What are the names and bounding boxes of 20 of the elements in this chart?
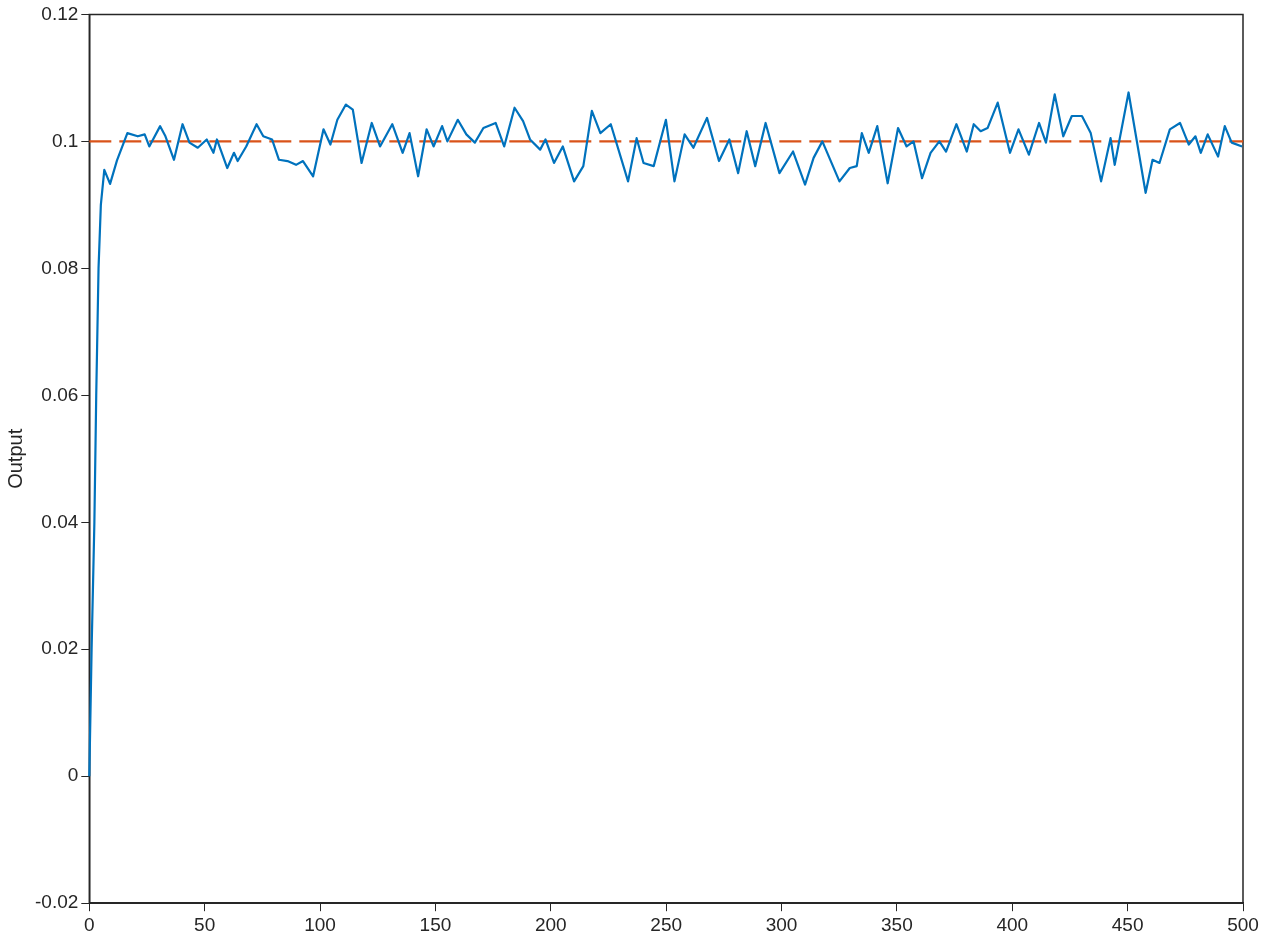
y-axis-title: Output bbox=[3, 428, 26, 489]
x-tick-label: 50 bbox=[194, 913, 216, 935]
y-tick-label: 0 bbox=[67, 764, 79, 786]
x-tick-label: 150 bbox=[419, 913, 452, 935]
x-tick-label: 450 bbox=[1111, 913, 1144, 935]
x-tick-label: 250 bbox=[650, 913, 682, 935]
x-tick-label: 400 bbox=[996, 913, 1029, 935]
y-tick-label: 0.06 bbox=[41, 383, 79, 405]
y-tick-label: 0.08 bbox=[41, 256, 79, 278]
y-tick-label: -0.02 bbox=[34, 891, 79, 913]
x-tick-label: 500 bbox=[1227, 913, 1259, 935]
x-tick-label: 0 bbox=[84, 913, 95, 935]
x-tick-label: 200 bbox=[534, 913, 567, 935]
x-tick-label: 100 bbox=[304, 913, 336, 935]
y-tick-label: 0.02 bbox=[41, 637, 79, 659]
x-tick-label: 350 bbox=[881, 913, 913, 935]
y-tick-label: 0.1 bbox=[51, 129, 79, 151]
y-tick-label: 0.04 bbox=[41, 510, 79, 532]
x-tick-label: 300 bbox=[765, 913, 798, 935]
y-tick-label: 0.12 bbox=[41, 2, 79, 24]
